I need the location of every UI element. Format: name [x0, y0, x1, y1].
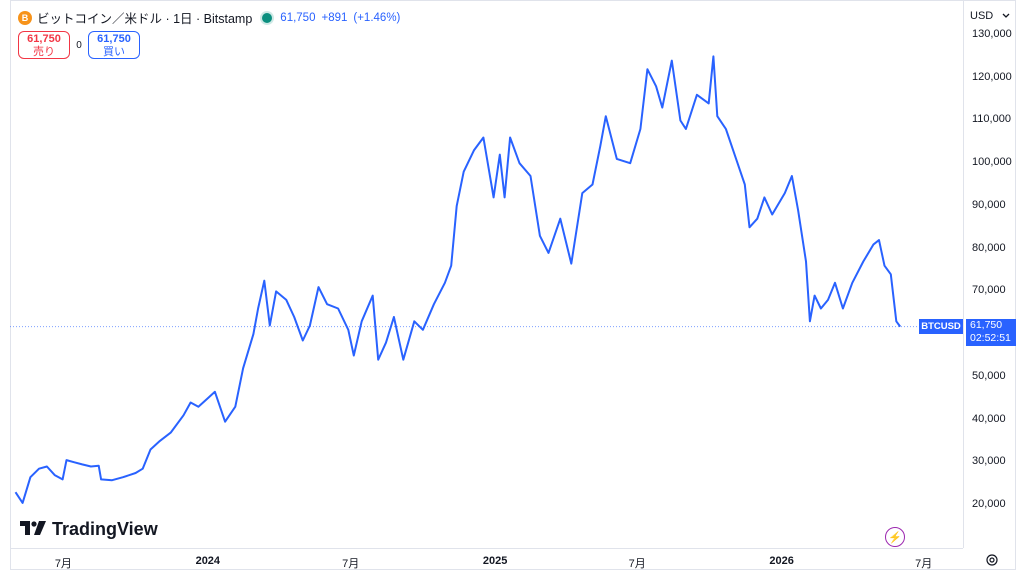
buy-button[interactable]: 61,750 買い: [88, 31, 140, 59]
sell-price: 61,750: [27, 33, 61, 45]
buy-price: 61,750: [97, 33, 131, 45]
spread-value: 0: [76, 39, 82, 51]
price-series-line[interactable]: [14, 55, 902, 504]
time-axis-line: [10, 548, 963, 549]
currency-selector[interactable]: USD: [966, 6, 1014, 26]
buy-label: 買い: [103, 46, 125, 58]
y-tick-label: 30,000: [972, 455, 1006, 468]
trade-buttons: 61,750 売り 0 61,750 買い: [18, 31, 140, 59]
tradingview-logo-icon: [20, 519, 46, 540]
x-tick-label: 7月: [915, 558, 933, 570]
y-tick-label: 100,000: [972, 156, 1012, 169]
price-change-percent: (+1.46%): [353, 11, 401, 24]
bar-countdown: 02:52:51: [970, 332, 1011, 344]
chevron-down-icon: [1002, 10, 1010, 22]
sell-button[interactable]: 61,750 売り: [18, 31, 70, 59]
tradingview-logo-text: TradingView: [52, 519, 158, 539]
x-tick-label: 2025: [482, 555, 508, 567]
price-axis-line: [963, 0, 964, 548]
lightning-icon[interactable]: ⚡: [885, 527, 905, 547]
x-tick-label: 7月: [628, 558, 646, 570]
y-tick-label: 110,000: [972, 113, 1011, 126]
y-tick-label: 80,000: [972, 241, 1006, 254]
symbol-title[interactable]: ビットコイン／米ドル · 1日 · Bitstamp: [37, 12, 253, 26]
y-tick-label: 50,000: [972, 369, 1006, 382]
sell-label: 売り: [33, 46, 55, 58]
chart-frame: [10, 0, 1016, 570]
y-tick-label: 120,000: [972, 70, 1012, 83]
last-price: 61,750: [280, 11, 316, 24]
tradingview-logo[interactable]: TradingView: [20, 519, 158, 540]
y-tick-label: 40,000: [972, 412, 1006, 425]
symbol-legend[interactable]: B ビットコイン／米ドル · 1日 · Bitstamp 61,750 +891…: [18, 8, 406, 27]
price-change: +891: [321, 11, 348, 24]
symbol-price-tag: BTCUSD: [919, 319, 963, 334]
y-tick-label: 90,000: [972, 198, 1006, 211]
market-status-dot-icon[interactable]: [262, 12, 273, 23]
x-tick-label: 7月: [342, 558, 360, 570]
y-tick-label: 130,000: [972, 28, 1012, 40]
last-price-tag-value: 61,750: [970, 319, 1003, 331]
currency-label: USD: [970, 10, 994, 22]
gear-icon[interactable]: [985, 553, 999, 570]
x-tick-label: 2024: [195, 555, 221, 567]
bitcoin-icon: B: [18, 10, 32, 25]
x-tick-label: 7月: [54, 558, 72, 570]
y-tick-label: 70,000: [972, 284, 1006, 297]
last-price-tag: 61,750 02:52:51: [966, 319, 1016, 346]
y-tick-label: 20,000: [972, 498, 1006, 510]
x-tick-label: 2026: [769, 555, 794, 567]
